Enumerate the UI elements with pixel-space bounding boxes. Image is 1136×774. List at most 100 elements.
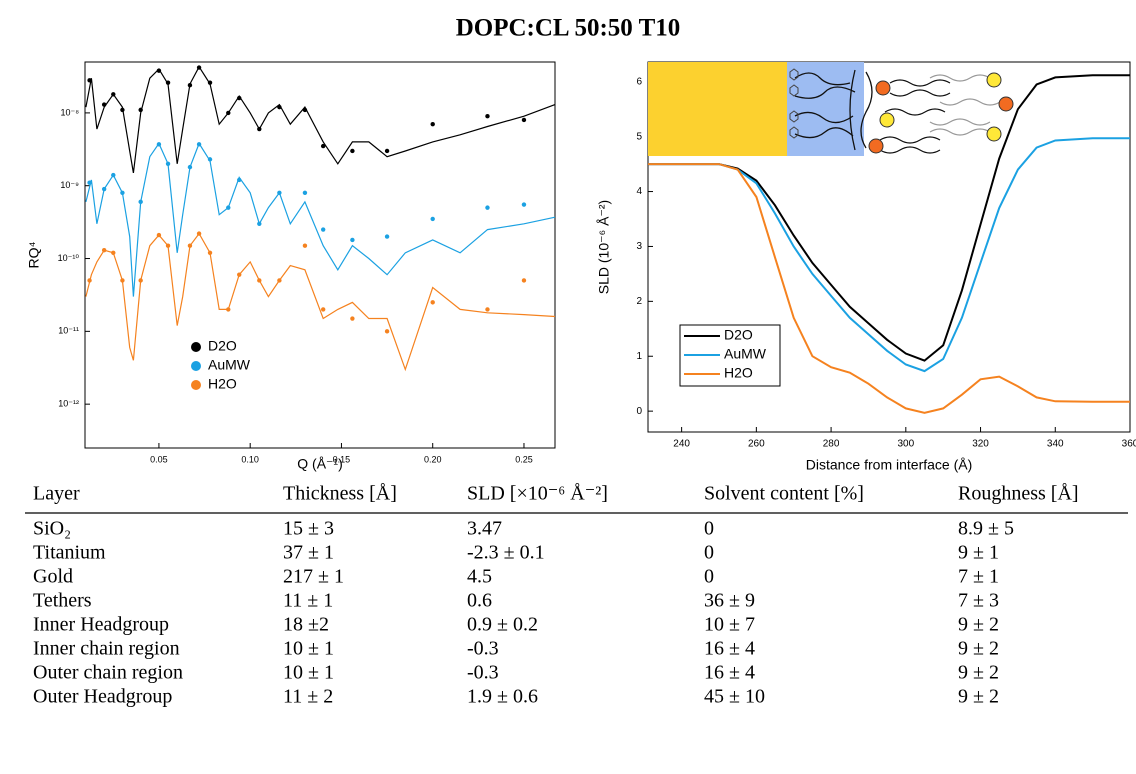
table-cell: 0.6 <box>467 590 492 612</box>
x-axis-label: Q (Å⁻¹) <box>297 456 343 472</box>
data-point <box>430 121 435 127</box>
data-point <box>87 78 92 83</box>
fit-line <box>648 163 1130 414</box>
data-point <box>485 307 490 312</box>
y-tick-label: 5 <box>636 131 642 142</box>
lipid-tails-grey <box>929 74 1001 136</box>
table-cell: 4.5 <box>467 566 492 588</box>
data-point <box>257 221 262 226</box>
table-cell: 11 ± 1 <box>283 590 333 612</box>
data-point <box>302 107 308 113</box>
data-point <box>226 307 231 312</box>
plot-frame <box>84 61 556 449</box>
data-point <box>111 250 116 255</box>
data-point <box>350 148 355 154</box>
legend-label: AuMW <box>208 357 251 373</box>
table-cell: 3.47 <box>467 518 502 540</box>
table-cell: -0.3 <box>467 638 499 660</box>
data-point <box>521 278 527 283</box>
lipid-tails <box>879 79 951 154</box>
x-tick-label: 260 <box>748 439 765 450</box>
data-point <box>101 186 107 192</box>
headgroup <box>986 72 1002 88</box>
x-tick-label: 300 <box>897 439 914 450</box>
data-point <box>156 68 162 73</box>
x-tick-label: 280 <box>823 439 840 450</box>
data-point <box>101 102 107 107</box>
table-cell: 16 ± 4 <box>704 638 755 660</box>
table-cell: 10 ± 7 <box>704 614 755 636</box>
data-point <box>187 164 193 170</box>
data-point <box>156 142 162 147</box>
table-header: Thickness [Å] <box>283 483 397 505</box>
x-axis-label: Distance from interface (Å) <box>806 457 973 473</box>
y-tick-label: 2 <box>636 296 642 307</box>
headgroup <box>986 126 1002 142</box>
headgroup <box>875 80 891 96</box>
tether-chains <box>794 69 873 151</box>
y-axis-label: SLD (10⁻⁶ Å⁻²) <box>596 200 612 294</box>
data-point <box>87 278 92 283</box>
table-cell: SiO₂ <box>33 518 71 540</box>
data-point <box>226 110 231 116</box>
table-cell: 16 ± 4 <box>704 662 755 684</box>
data-point <box>277 190 282 195</box>
data-point <box>384 329 390 334</box>
y-tick-label: 6 <box>636 76 642 87</box>
data-point <box>165 161 171 166</box>
data-point <box>277 278 282 283</box>
table-cell: Inner Headgroup <box>33 614 169 636</box>
data-point <box>120 107 125 113</box>
fit-line <box>85 142 556 297</box>
data-point <box>350 316 355 321</box>
table-cell: 0 <box>704 542 714 564</box>
data-point <box>320 227 326 232</box>
table-cell: 1.9 ± 0.6 <box>467 686 538 708</box>
data-point <box>320 143 326 149</box>
table-cell: 9 ± 2 <box>958 614 999 636</box>
table-cell: 36 ± 9 <box>704 590 755 612</box>
data-point <box>111 172 116 178</box>
headgroup <box>868 138 884 154</box>
tether-layer <box>787 62 864 156</box>
table-cell: 9 ± 2 <box>958 638 999 660</box>
gold-layer <box>648 62 787 156</box>
y-tick-label: 4 <box>636 186 642 197</box>
legend-box <box>679 324 781 387</box>
table-cell: 0 <box>704 566 714 588</box>
x-tick-label: 0.25 <box>515 454 533 464</box>
legend-label: D2O <box>724 327 753 343</box>
table-cell: 11 ± 2 <box>283 686 333 708</box>
table-cell: -2.3 ± 0.1 <box>467 542 545 564</box>
data-point <box>521 117 527 123</box>
legend-label: H2O <box>724 365 753 381</box>
data-point <box>430 300 435 305</box>
data-point <box>277 104 282 110</box>
data-point <box>226 205 231 210</box>
table-cell: 0 <box>704 518 714 540</box>
data-point <box>485 205 490 210</box>
y-tick-label: 10⁻¹² <box>58 399 79 409</box>
legend-label: D2O <box>208 338 237 354</box>
data-point <box>350 237 355 243</box>
data-point <box>237 272 242 277</box>
y-tick-label: 10⁻⁸ <box>60 107 79 117</box>
table-header: Layer <box>33 483 80 505</box>
x-tick-label: 0.05 <box>150 454 168 464</box>
data-point <box>165 243 171 248</box>
y-tick-label: 10⁻¹⁰ <box>58 253 80 263</box>
data-point <box>237 95 242 101</box>
table-cell: 10 ± 1 <box>283 638 334 660</box>
y-tick-label: 10⁻⁹ <box>60 180 79 190</box>
data-point <box>138 107 143 113</box>
fit-line <box>85 232 556 372</box>
data-point <box>138 199 143 205</box>
data-point <box>320 307 326 312</box>
table-cell: Tethers <box>33 590 92 612</box>
fit-line <box>648 137 1130 373</box>
data-point <box>237 177 242 183</box>
y-tick-label: 3 <box>636 241 642 252</box>
data-point <box>207 157 213 162</box>
x-tick-label: 0.10 <box>241 454 259 464</box>
table-cell: 45 ± 10 <box>704 686 765 708</box>
